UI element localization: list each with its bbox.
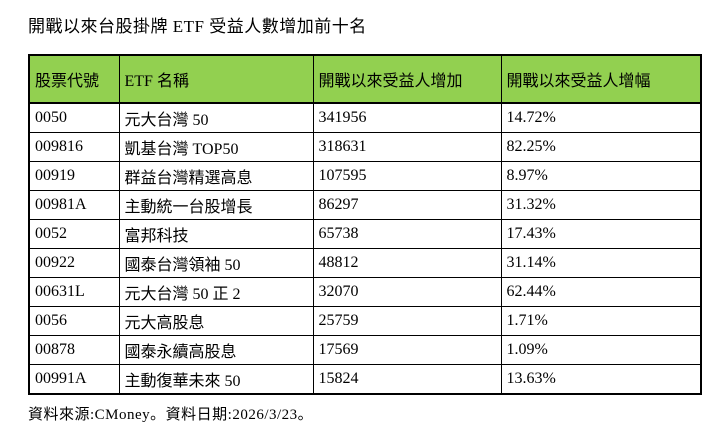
- cell-code: 00631L: [28, 277, 120, 308]
- chart-title: 開戰以來台股掛牌 ETF 受益人數增加前十名: [28, 17, 367, 36]
- table-row: 0056 元大高股息 25759 1.71%: [28, 306, 702, 337]
- cell-increase: 318631: [312, 132, 502, 163]
- cell-name: 國泰台灣領袖 50: [118, 248, 314, 279]
- cell-pct: 82.25%: [500, 132, 702, 163]
- cell-code: 009816: [28, 132, 120, 163]
- cell-code: 00919: [28, 161, 120, 192]
- cell-increase: 341956: [312, 102, 502, 134]
- cell-code: 0052: [28, 219, 120, 250]
- cell-pct: 31.32%: [500, 190, 702, 221]
- cell-pct: 14.72%: [500, 102, 702, 134]
- cell-pct: 1.09%: [500, 335, 702, 366]
- table-header: 股票代號 ETF 名稱 開戰以來受益人增加 開戰以來受益人增幅: [28, 54, 702, 105]
- table-row: 00878 國泰永續高股息 17569 1.09%: [28, 335, 702, 366]
- cell-pct: 8.97%: [500, 161, 702, 192]
- cell-code: 00991A: [28, 364, 120, 395]
- cell-increase: 107595: [312, 161, 502, 192]
- table-row: 00981A 主動統一台股增長 86297 31.32%: [28, 190, 702, 221]
- table-row: 00991A 主動復華未來 50 15824 13.63%: [28, 364, 702, 395]
- column-header-increase: 開戰以來受益人增加: [312, 54, 502, 105]
- cell-name: 元大高股息: [118, 306, 314, 337]
- cell-increase: 48812: [312, 248, 502, 279]
- cell-name: 凱基台灣 TOP50: [118, 132, 314, 163]
- cell-name: 元大台灣 50 正 2: [118, 277, 314, 308]
- cell-increase: 32070: [312, 277, 502, 308]
- cell-increase: 15824: [312, 364, 502, 395]
- table-row: 009816 凱基台灣 TOP50 318631 82.25%: [28, 132, 702, 163]
- cell-increase: 86297: [312, 190, 502, 221]
- table-row: 0050 元大台灣 50 341956 14.72%: [28, 102, 702, 134]
- table-row: 0052 富邦科技 65738 17.43%: [28, 219, 702, 250]
- cell-increase: 65738: [312, 219, 502, 250]
- etf-table: 股票代號 ETF 名稱 開戰以來受益人增加 開戰以來受益人增幅 0050 元大台…: [28, 54, 702, 396]
- cell-name: 主動復華未來 50: [118, 364, 314, 395]
- cell-pct: 17.43%: [500, 219, 702, 250]
- cell-code: 0056: [28, 306, 120, 337]
- table-body: 0050 元大台灣 50 341956 14.72% 009816 凱基台灣 T…: [28, 102, 702, 395]
- table-row: 00922 國泰台灣領袖 50 48812 31.14%: [28, 248, 702, 279]
- column-header-name: ETF 名稱: [118, 54, 314, 105]
- cell-increase: 25759: [312, 306, 502, 337]
- cell-name: 群益台灣精選高息: [118, 161, 314, 192]
- table-row: 00919 群益台灣精選高息 107595 8.97%: [28, 161, 702, 192]
- cell-code: 0050: [28, 102, 120, 134]
- cell-code: 00878: [28, 335, 120, 366]
- cell-name: 元大台灣 50: [118, 102, 314, 134]
- cell-name: 國泰永續高股息: [118, 335, 314, 366]
- cell-name: 主動統一台股增長: [118, 190, 314, 221]
- header-row: 股票代號 ETF 名稱 開戰以來受益人增加 開戰以來受益人增幅: [28, 54, 702, 105]
- cell-pct: 13.63%: [500, 364, 702, 395]
- cell-code: 00922: [28, 248, 120, 279]
- cell-code: 00981A: [28, 190, 120, 221]
- cell-pct: 62.44%: [500, 277, 702, 308]
- column-header-code: 股票代號: [28, 54, 120, 105]
- source-note: 資料來源:CMoney。資料日期:2026/3/23。: [28, 407, 314, 424]
- cell-increase: 17569: [312, 335, 502, 366]
- column-header-pct: 開戰以來受益人增幅: [500, 54, 702, 105]
- cell-name: 富邦科技: [118, 219, 314, 250]
- cell-pct: 31.14%: [500, 248, 702, 279]
- cell-pct: 1.71%: [500, 306, 702, 337]
- table-row: 00631L 元大台灣 50 正 2 32070 62.44%: [28, 277, 702, 308]
